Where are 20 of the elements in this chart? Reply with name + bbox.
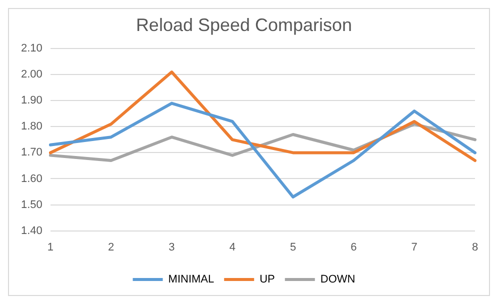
y-tick-label: 2.00 (20, 68, 42, 81)
x-tick-label: 5 (290, 241, 296, 254)
y-tick-label: 1.80 (20, 120, 42, 133)
y-tick-label: 1.50 (20, 198, 42, 211)
legend-label: UP (260, 274, 275, 286)
x-tick-label: 1 (47, 241, 54, 254)
legend-label: DOWN (320, 274, 356, 286)
x-tick-label: 8 (472, 241, 478, 254)
y-tick-label: 1.60 (20, 172, 42, 185)
x-tick-label: 3 (168, 241, 175, 254)
legend-label: MINIMAL (168, 274, 214, 286)
x-tick-label: 7 (411, 241, 418, 254)
y-tick-label: 2.10 (20, 42, 42, 55)
x-tick-label: 2 (108, 241, 114, 254)
chart-title: Reload Speed Comparison (136, 14, 352, 35)
y-tick-label: 1.70 (20, 146, 42, 159)
x-tick-label: 6 (350, 241, 357, 254)
y-tick-label: 1.40 (20, 224, 42, 237)
x-tick-label: 4 (229, 241, 236, 254)
y-tick-label: 1.90 (20, 94, 42, 107)
